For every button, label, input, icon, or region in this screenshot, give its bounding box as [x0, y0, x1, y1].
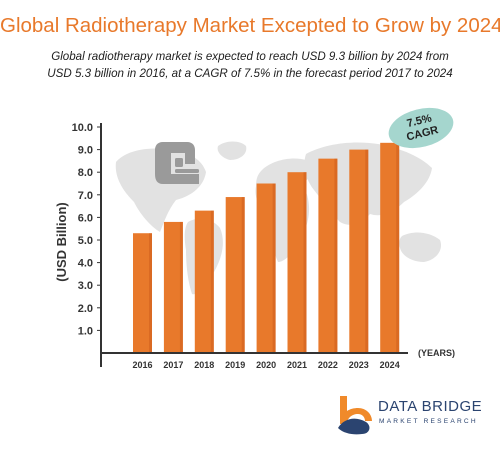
y-tick-label: 4.0 — [78, 258, 93, 270]
x-tick-label: 2024 — [380, 360, 400, 370]
y-tick-label: 9.0 — [78, 145, 93, 157]
bar-shade-2020 — [272, 183, 276, 353]
y-tick-label: 5.0 — [78, 235, 93, 247]
subtitle-line-2: USD 5.3 billion in 2016, at a CAGR of 7.… — [47, 67, 453, 80]
y-tick-label: 3.0 — [78, 280, 93, 292]
bar-shade-2017 — [179, 221, 183, 353]
chart-title: Global Radiotherapy Market Excepted to G… — [0, 14, 500, 37]
bar-2016 — [133, 233, 152, 353]
x-tick-label: 2021 — [287, 360, 307, 370]
brand-logo: DATA BRIDGE MARKET RESEARCH — [334, 394, 494, 436]
bar-shade-2018 — [210, 210, 214, 353]
x-tick-label: 2023 — [349, 360, 369, 370]
x-axis-title: (YEARS) — [418, 348, 455, 358]
brand-name: DATA BRIDGE — [378, 398, 483, 415]
brand-tagline: MARKET RESEARCH — [379, 418, 478, 425]
bar-shade-2023 — [365, 149, 369, 353]
bar-shade-2021 — [303, 172, 307, 353]
bar-shade-2016 — [149, 233, 152, 353]
y-tick-label: 6.0 — [78, 212, 93, 224]
bar-2021 — [287, 172, 307, 353]
y-tick-label: 8.0 — [78, 167, 93, 179]
chart-subtitle: Global radiotherapy market is expected t… — [0, 48, 500, 82]
subtitle-line-1: Global radiotherapy market is expected t… — [51, 50, 449, 63]
bar-2019 — [225, 197, 245, 353]
y-tick-label: 2.0 — [78, 303, 93, 315]
bar-shade-2022 — [334, 158, 338, 353]
x-tick-label: 2020 — [256, 360, 276, 370]
cagr-value: 7.5% — [406, 112, 433, 130]
bar-2023 — [349, 149, 369, 353]
x-tick-label: 2016 — [132, 360, 152, 370]
brand-mark-icon — [338, 396, 372, 435]
x-tick-label: 2019 — [225, 360, 245, 370]
bar-shade-2019 — [241, 197, 245, 353]
bar-2024 — [380, 142, 400, 353]
bar-shade-2024 — [396, 142, 400, 353]
bar-2018 — [194, 210, 214, 353]
y-tick-label: 7.0 — [78, 190, 93, 202]
bar-2020 — [256, 183, 276, 353]
plot-area: 1.0 2.0 3.0 4.0 5.0 6.0 7.0 8.0 9.0 10.0 2016 2017… — [72, 122, 408, 370]
x-tick-label: 2017 — [163, 360, 183, 370]
bar-2022 — [318, 158, 338, 353]
y-tick-label: 10.0 — [72, 122, 93, 134]
y-tick-label: 1.0 — [78, 325, 93, 337]
x-tick-label: 2018 — [194, 360, 214, 370]
bar-2017 — [163, 221, 183, 353]
x-tick-label: 2022 — [318, 360, 338, 370]
radiotherapy-machine-icon — [155, 142, 199, 184]
y-axis-title: (USD Billion) — [54, 202, 69, 281]
cagr-badge: 7.5% CAGR — [388, 107, 454, 149]
